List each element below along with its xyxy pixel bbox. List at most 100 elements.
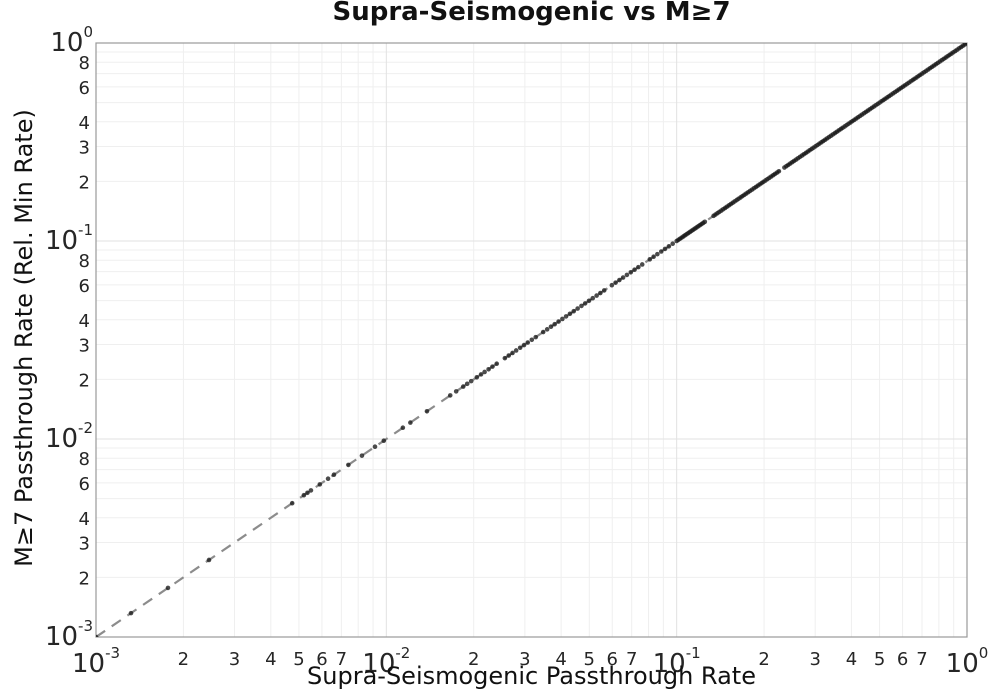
- data-point: [317, 482, 323, 487]
- data-point: [556, 319, 561, 324]
- data-point: [617, 277, 622, 283]
- x-major-tick: 10-3: [72, 644, 120, 679]
- x-minor-tick: 6: [897, 649, 908, 670]
- x-major-tick: 10-2: [362, 644, 410, 679]
- data-point: [482, 369, 487, 375]
- data-point: [628, 269, 634, 275]
- y-minor-tick: 3: [79, 138, 90, 159]
- data-point: [670, 241, 675, 247]
- data-point: [651, 254, 656, 260]
- data-point: [662, 246, 668, 252]
- data-point: [521, 342, 527, 348]
- data-point: [571, 308, 577, 314]
- data-point: [586, 298, 592, 304]
- data-point: [567, 311, 573, 317]
- x-minor-tick: 3: [519, 649, 530, 670]
- y-major-tick: 10-2: [45, 419, 93, 454]
- y-major-tick: 100: [50, 23, 93, 58]
- x-minor-tick: 4: [265, 649, 276, 670]
- data-point: [128, 610, 134, 616]
- data-point: [776, 168, 782, 174]
- data-point: [478, 372, 484, 377]
- y-minor-tick: 8: [79, 251, 90, 272]
- y-minor-tick: 4: [79, 509, 90, 530]
- data-point: [647, 257, 653, 262]
- y-minor-tick: 8: [79, 53, 90, 74]
- data-point: [517, 345, 523, 351]
- data-point: [490, 364, 495, 369]
- x-minor-tick: 5: [874, 649, 885, 670]
- data-point: [579, 303, 584, 309]
- data-point: [540, 329, 546, 335]
- data-point: [289, 500, 295, 506]
- data-point: [575, 306, 580, 311]
- data-point: [529, 337, 535, 343]
- y-minor-tick: 2: [79, 568, 90, 589]
- data-point: [666, 244, 672, 249]
- x-minor-tick: 2: [758, 649, 769, 670]
- x-minor-tick: 5: [584, 649, 595, 670]
- data-point: [502, 355, 508, 361]
- x-major-tick: 10-1: [653, 644, 701, 679]
- scatter-points: [96, 43, 967, 637]
- data-point: [453, 389, 459, 394]
- data-point: [594, 293, 599, 298]
- x-minor-tick: 3: [229, 649, 240, 670]
- y-minor-tick: 2: [79, 370, 90, 391]
- data-point: [165, 585, 171, 591]
- data-point: [513, 348, 519, 353]
- x-minor-tick: 2: [178, 649, 189, 670]
- data-point: [486, 366, 491, 372]
- data-point: [308, 488, 314, 493]
- x-minor-tick: 7: [626, 649, 637, 670]
- x-major-tick: 100: [946, 644, 989, 679]
- data-point: [305, 490, 310, 496]
- data-point: [613, 280, 618, 285]
- data-point: [359, 453, 365, 458]
- x-minor-tick: 7: [336, 649, 347, 670]
- x-minor-tick: 2: [468, 649, 479, 670]
- x-minor-tick: 6: [316, 649, 327, 670]
- y-minor-tick: 2: [79, 172, 90, 193]
- data-point: [346, 462, 351, 468]
- y-minor-tick: 3: [79, 336, 90, 357]
- data-point: [560, 316, 565, 322]
- data-point: [372, 444, 378, 450]
- x-axis-label: Supra-Seismogenic Passthrough Rate: [307, 662, 756, 690]
- x-minor-tick: 4: [846, 649, 857, 670]
- y-minor-tick: 4: [79, 311, 90, 332]
- data-point: [658, 249, 664, 254]
- data-point: [506, 353, 512, 358]
- grid: [96, 43, 967, 637]
- plot-border: [95, 42, 968, 638]
- data-point: [468, 378, 474, 384]
- y-minor-tick: 4: [79, 113, 90, 134]
- data-point: [639, 262, 645, 267]
- data-point: [525, 340, 531, 345]
- data-point: [460, 384, 466, 389]
- data-point: [408, 420, 413, 425]
- data-point: [96, 634, 99, 637]
- data-point: [464, 381, 470, 387]
- chart-title: Supra-Seismogenic vs M≥7: [332, 0, 731, 27]
- data-point: [590, 295, 596, 301]
- data-point: [533, 334, 539, 340]
- data-point: [510, 350, 515, 356]
- data-point: [552, 321, 557, 327]
- data-point: [636, 264, 641, 270]
- y-axis-label: M≥7 Passthrough Rate (Rel. Min Rate): [10, 109, 38, 567]
- data-point: [206, 557, 212, 563]
- x-minor-tick: 3: [809, 649, 820, 670]
- x-minor-tick: 6: [607, 649, 618, 670]
- x-minor-tick: 5: [293, 649, 304, 670]
- data-point: [632, 267, 637, 273]
- data-point: [400, 425, 406, 431]
- data-point: [702, 219, 708, 225]
- data-point: [301, 492, 307, 498]
- data-point: [548, 324, 554, 330]
- data-point: [609, 282, 615, 288]
- data-point: [474, 374, 480, 380]
- y-minor-tick: 6: [79, 474, 90, 495]
- data-point: [582, 301, 588, 306]
